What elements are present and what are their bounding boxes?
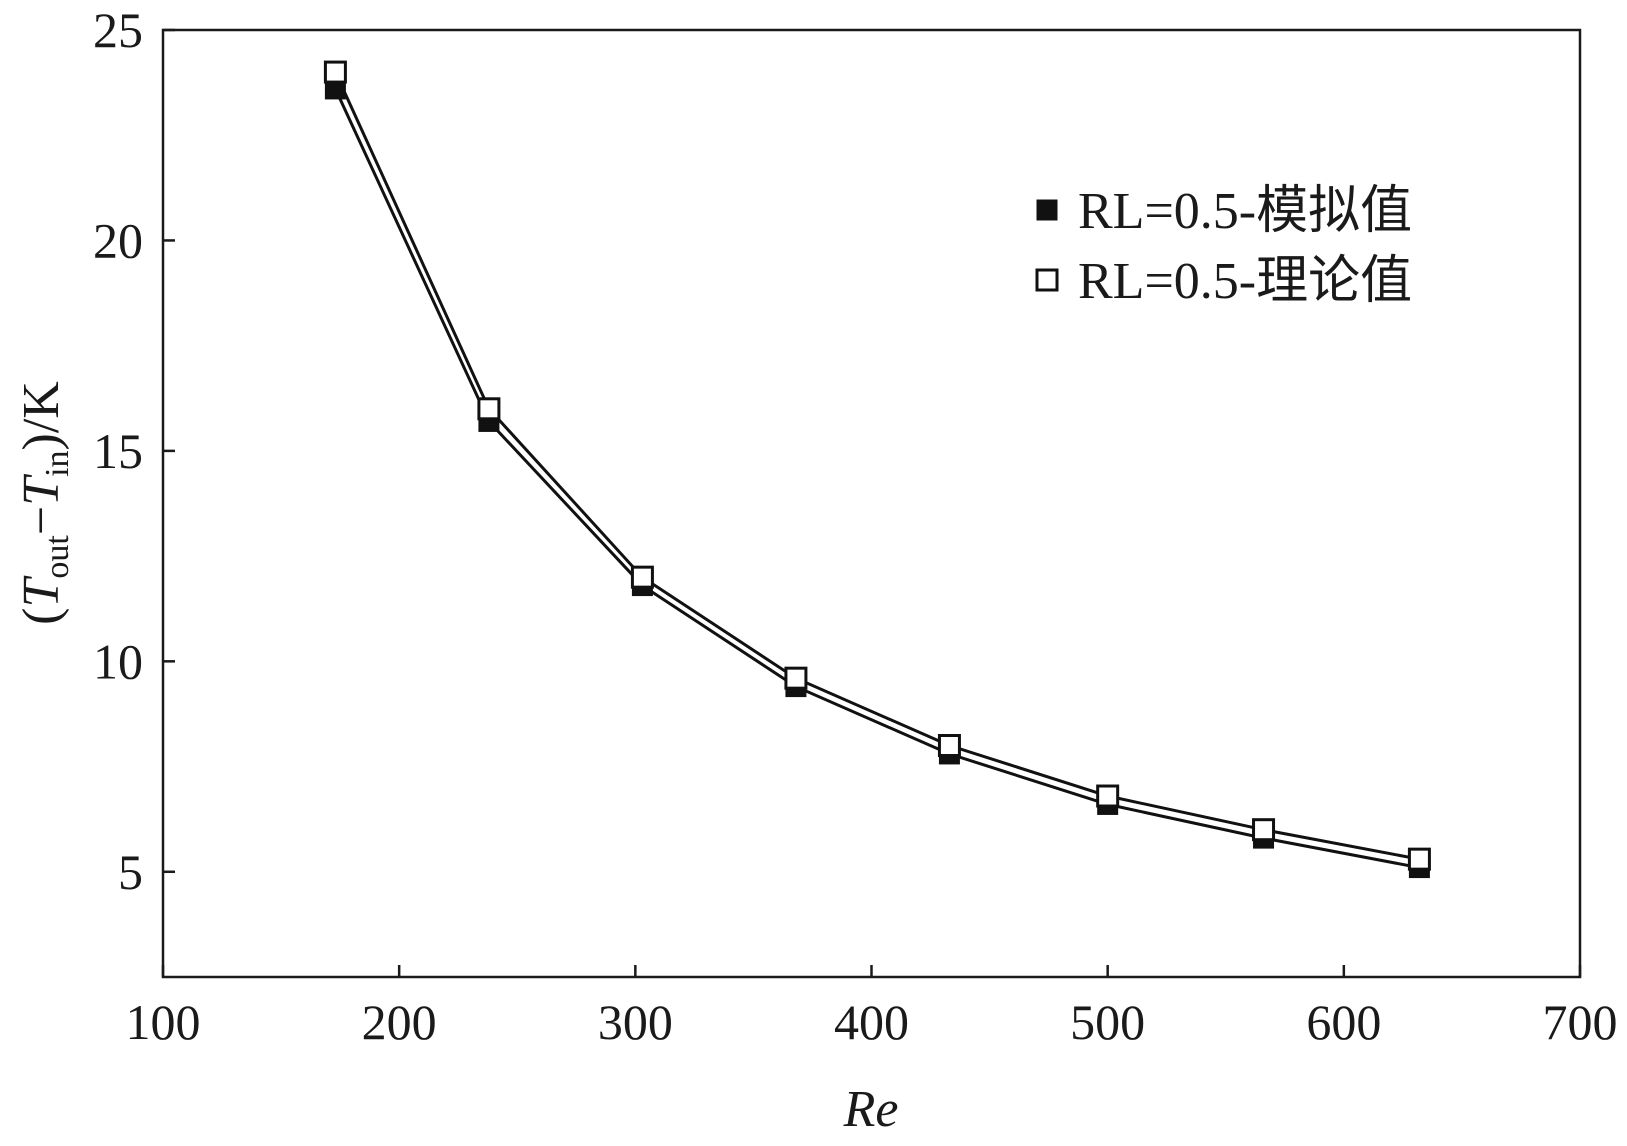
legend-label-0: RL=0.5-模拟值 xyxy=(1078,183,1412,240)
y-tick-label: 25 xyxy=(93,2,143,58)
data-point-series-1 xyxy=(323,60,347,84)
y-tick-label: 15 xyxy=(93,423,143,479)
y-axis-label: (Tout−Tin)/K xyxy=(13,381,76,625)
data-point-series-1 xyxy=(784,666,808,690)
plot-frame xyxy=(161,28,1582,979)
y-tick-label: 10 xyxy=(93,633,143,689)
legend-marker-0 xyxy=(1036,199,1058,221)
series-layer xyxy=(323,60,1431,879)
y-axis-label-minus: − xyxy=(13,506,70,535)
y-tick-label: 20 xyxy=(93,212,143,268)
y-axis-label-t-in: T xyxy=(13,474,70,506)
data-point-series-1 xyxy=(477,397,501,421)
x-axis-ticks: 100 200 300 400 500 600 700 xyxy=(126,965,1618,1050)
x-axis-label: Re xyxy=(843,1081,899,1138)
x-tick-label: 200 xyxy=(362,994,437,1050)
data-point-series-1 xyxy=(1096,784,1120,808)
data-point-series-1 xyxy=(937,734,961,758)
y-axis-label-suffix: )/K xyxy=(13,381,70,451)
x-tick-label: 600 xyxy=(1306,994,1381,1050)
x-tick-label: 300 xyxy=(598,994,673,1050)
y-axis-label-prefix: ( xyxy=(13,608,70,625)
x-tick-label: 400 xyxy=(834,994,909,1050)
series-line-0 xyxy=(334,88,1420,870)
y-axis-label-t-out: T xyxy=(13,576,70,608)
legend-marker-1 xyxy=(1035,268,1059,292)
legend-label-1: RL=0.5-理论值 xyxy=(1078,253,1412,310)
x-tick-label: 700 xyxy=(1543,994,1618,1050)
data-point-series-1 xyxy=(1252,818,1276,842)
x-tick-label: 100 xyxy=(126,994,201,1050)
y-tick-label: 5 xyxy=(118,844,143,900)
x-tick-label: 500 xyxy=(1070,994,1145,1050)
y-axis-label-sub-out: out xyxy=(39,535,76,579)
legend: RL=0.5-模拟值 RL=0.5-理论值 xyxy=(1035,183,1412,310)
data-point-series-1 xyxy=(1407,847,1431,871)
data-point-series-1 xyxy=(630,565,654,589)
series-line-1 xyxy=(334,71,1420,861)
y-axis-label-sub-in: in xyxy=(39,450,76,476)
y-axis-ticks: 5 10 15 20 25 xyxy=(93,2,175,900)
